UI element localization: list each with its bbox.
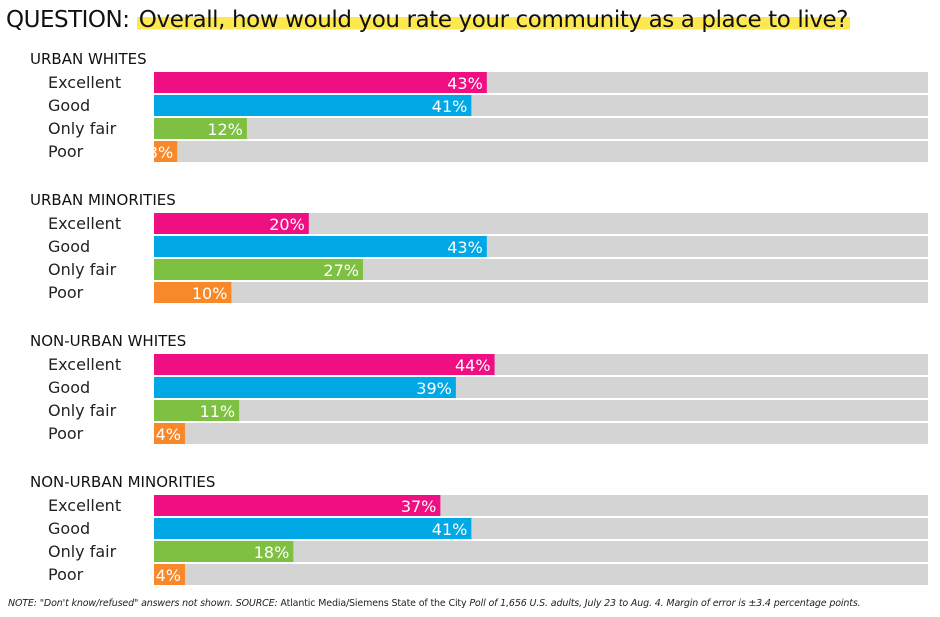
value-label: 44% (455, 356, 491, 375)
bar (154, 259, 363, 280)
value-label: 18% (254, 543, 290, 562)
value-label: 41% (432, 520, 468, 539)
bar-track (154, 564, 928, 585)
category-label: Poor (48, 142, 84, 161)
value-label: 27% (323, 261, 359, 280)
value-label: 11% (200, 402, 236, 421)
footnote-note: NOTE: "Don't know/refused" answers not s… (8, 598, 281, 609)
bar (154, 495, 441, 516)
bar-group: URBAN WHITES Excellent 43% Good 41% Only fair… (30, 50, 928, 162)
value-label: 37% (401, 497, 437, 516)
category-label: Only fair (48, 260, 117, 279)
group-title: NON-URBAN MINORITIES (30, 473, 215, 491)
category-label: Excellent (48, 355, 121, 374)
bar-track (154, 400, 928, 421)
category-label: Poor (48, 565, 84, 584)
category-label: Poor (48, 424, 84, 443)
bar (154, 72, 487, 93)
bar (154, 282, 232, 303)
bar-group: NON-URBAN MINORITIES Excellent 37% Good 41% O… (30, 473, 928, 585)
category-label: Only fair (48, 119, 117, 138)
footnote: NOTE: "Don't know/refused" answers not s… (8, 598, 934, 609)
category-label: Good (48, 237, 90, 256)
value-label: 3% (148, 143, 173, 162)
category-label: Good (48, 96, 90, 115)
bar (154, 377, 456, 398)
footnote-source: Atlantic Media/Siemens State of the City (280, 598, 467, 609)
footnote-details: Poll of 1,656 U.S. adults, July 23 to Au… (466, 598, 861, 609)
bar-track (154, 213, 928, 234)
category-label: Poor (48, 283, 84, 302)
bar-track (154, 282, 928, 303)
category-label: Excellent (48, 73, 121, 92)
bar-track (154, 118, 928, 139)
bar (154, 118, 247, 139)
group-title: URBAN WHITES (30, 50, 147, 68)
bar (154, 354, 495, 375)
bar (154, 541, 294, 562)
value-label: 43% (447, 238, 483, 257)
category-label: Only fair (48, 401, 117, 420)
bar-group: URBAN MINORITIES Excellent 20% Good 43% Only … (30, 191, 928, 303)
category-label: Excellent (48, 214, 121, 233)
category-label: Only fair (48, 542, 117, 561)
value-label: 10% (192, 284, 228, 303)
value-label: 4% (156, 425, 181, 444)
group-title: URBAN MINORITIES (30, 191, 176, 209)
bar (154, 564, 185, 585)
bar (154, 95, 472, 116)
bar (154, 423, 185, 444)
bar-track (154, 141, 928, 162)
question-label: QUESTION: (6, 7, 130, 33)
value-label: 41% (432, 97, 468, 116)
value-label: 20% (269, 215, 305, 234)
value-label: 39% (416, 379, 452, 398)
bar (154, 236, 487, 257)
bar (154, 213, 309, 234)
bar-track (154, 541, 928, 562)
value-label: 12% (207, 120, 243, 139)
category-label: Good (48, 519, 90, 538)
bar-group: NON-URBAN WHITES Excellent 44% Good 39% Only … (30, 332, 928, 444)
group-title: NON-URBAN WHITES (30, 332, 186, 350)
value-label: 4% (156, 566, 181, 585)
bar-track (154, 423, 928, 444)
chart-header: QUESTION: Overall, how would you rate yo… (6, 4, 851, 36)
bar (154, 141, 178, 162)
value-label: 43% (447, 74, 483, 93)
question-text: Overall, how would you rate your communi… (136, 7, 851, 33)
category-label: Good (48, 378, 90, 397)
category-label: Excellent (48, 496, 121, 515)
bar (154, 518, 472, 539)
bar (154, 400, 240, 421)
